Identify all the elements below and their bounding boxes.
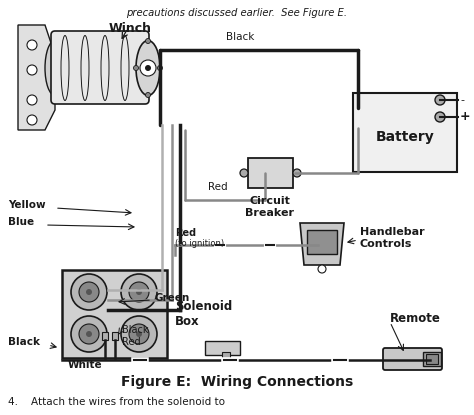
Circle shape [79,282,99,302]
FancyBboxPatch shape [62,270,167,358]
Text: Red: Red [122,337,141,347]
Circle shape [121,274,157,310]
Circle shape [27,95,37,105]
Polygon shape [300,223,344,265]
FancyBboxPatch shape [307,230,337,254]
Circle shape [435,112,445,122]
Text: -: - [460,95,464,105]
FancyBboxPatch shape [222,352,230,360]
Circle shape [27,40,37,50]
Circle shape [79,324,99,344]
Circle shape [145,65,151,71]
Text: Solenoid
Box: Solenoid Box [175,300,232,328]
Circle shape [129,282,149,302]
Text: Blue: Blue [8,217,34,227]
Text: (to ignition): (to ignition) [175,239,224,248]
Text: 4.    Attach the wires from the solenoid to: 4. Attach the wires from the solenoid to [8,397,225,407]
Circle shape [27,115,37,125]
Circle shape [293,169,301,177]
FancyBboxPatch shape [51,31,149,104]
Text: Green: Green [155,293,190,303]
Text: Red: Red [175,228,196,238]
FancyBboxPatch shape [102,332,108,340]
Text: Black: Black [226,32,254,42]
Circle shape [136,331,142,337]
Text: Figure E:  Wiring Connections: Figure E: Wiring Connections [121,375,353,389]
Circle shape [71,274,107,310]
Text: White: White [68,360,103,370]
Text: Yellow: Yellow [8,200,46,210]
Circle shape [134,66,138,71]
Circle shape [146,93,151,98]
Text: Battery: Battery [375,130,434,144]
Polygon shape [18,25,55,130]
Text: Remote: Remote [390,312,441,325]
Circle shape [71,316,107,352]
FancyBboxPatch shape [205,341,240,355]
Text: precautions discussed earlier.  See Figure E.: precautions discussed earlier. See Figur… [127,8,347,18]
FancyBboxPatch shape [112,332,118,340]
FancyBboxPatch shape [353,93,457,172]
FancyBboxPatch shape [383,348,442,370]
Circle shape [240,169,248,177]
Text: Handlebar
Controls: Handlebar Controls [360,227,425,249]
Text: +: + [460,110,471,124]
Circle shape [86,331,92,337]
FancyBboxPatch shape [426,354,438,364]
FancyBboxPatch shape [248,158,293,188]
Circle shape [136,289,142,295]
Text: Black: Black [122,325,148,335]
Circle shape [27,65,37,75]
Circle shape [121,316,157,352]
Ellipse shape [136,41,160,95]
Text: Circuit
Breaker: Circuit Breaker [246,196,294,217]
Circle shape [435,95,445,105]
Circle shape [157,66,163,71]
Circle shape [318,265,326,273]
Ellipse shape [45,41,65,95]
Text: Black: Black [8,337,40,347]
Circle shape [140,60,156,76]
Circle shape [86,289,92,295]
Circle shape [129,324,149,344]
Circle shape [146,39,151,44]
Text: Winch: Winch [109,22,152,35]
FancyBboxPatch shape [423,352,441,366]
Text: Red: Red [208,182,228,192]
